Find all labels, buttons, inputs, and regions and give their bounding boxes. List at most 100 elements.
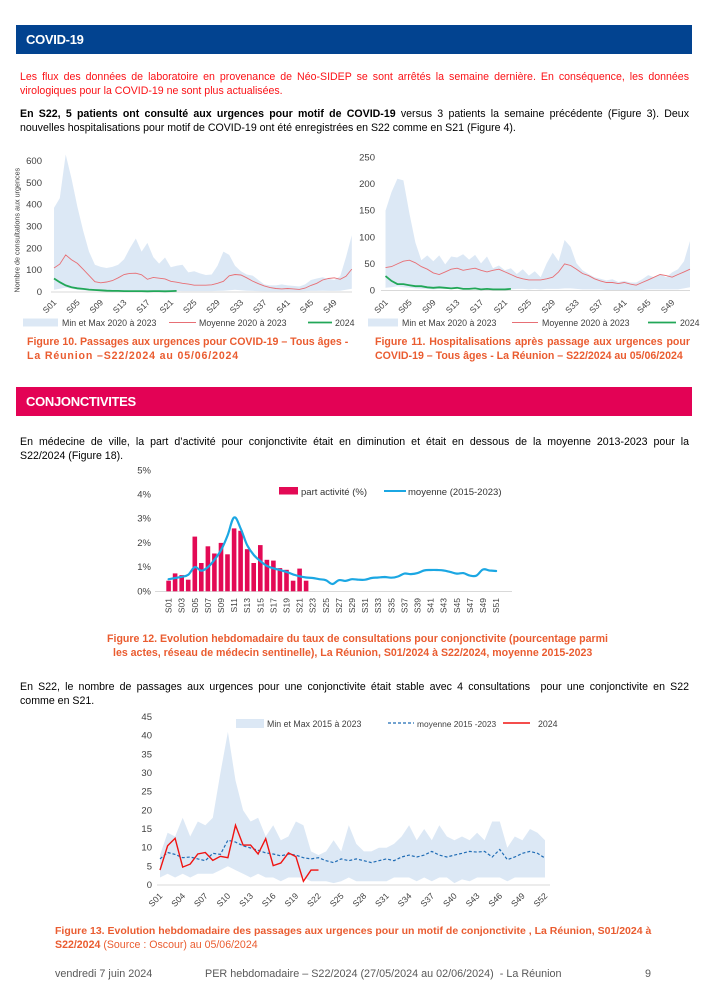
svg-text:15: 15 xyxy=(141,824,152,835)
svg-text:150: 150 xyxy=(359,206,375,217)
svg-text:Min et Max 2020 à 2023: Min et Max 2020 à 2023 xyxy=(402,318,496,328)
svg-text:S11: S11 xyxy=(229,598,239,613)
svg-text:S13: S13 xyxy=(444,297,462,315)
svg-text:S13: S13 xyxy=(242,598,252,613)
svg-text:S15: S15 xyxy=(255,598,265,613)
svg-text:400: 400 xyxy=(26,200,42,211)
svg-text:S13: S13 xyxy=(237,891,255,909)
svg-text:S37: S37 xyxy=(399,598,409,613)
svg-text:S45: S45 xyxy=(452,598,462,613)
svg-text:S47: S47 xyxy=(465,598,475,613)
svg-text:0: 0 xyxy=(370,286,375,297)
svg-text:part activité (%): part activité (%) xyxy=(301,487,367,498)
svg-text:S16: S16 xyxy=(260,891,278,909)
svg-text:10: 10 xyxy=(141,843,152,854)
svg-text:S25: S25 xyxy=(181,297,199,315)
svg-text:S27: S27 xyxy=(334,598,344,613)
svg-text:S17: S17 xyxy=(134,297,152,315)
svg-text:30: 30 xyxy=(141,768,152,779)
svg-text:S40: S40 xyxy=(441,891,459,909)
svg-text:2%: 2% xyxy=(137,538,151,549)
svg-text:S29: S29 xyxy=(204,297,222,315)
svg-text:S19: S19 xyxy=(282,891,300,909)
svg-text:S09: S09 xyxy=(87,297,105,315)
svg-text:S45: S45 xyxy=(298,297,316,315)
svg-text:S21: S21 xyxy=(492,297,510,315)
svg-text:S52: S52 xyxy=(532,891,550,909)
svg-text:S49: S49 xyxy=(478,598,488,613)
svg-text:2024: 2024 xyxy=(680,318,700,328)
svg-text:Min et Max 2020 à 2023: Min et Max 2020 à 2023 xyxy=(62,318,156,328)
svg-text:S25: S25 xyxy=(515,297,533,315)
svg-text:S37: S37 xyxy=(418,891,436,909)
svg-text:S29: S29 xyxy=(539,297,557,315)
svg-text:S21: S21 xyxy=(295,598,305,613)
svg-text:S21: S21 xyxy=(157,297,175,315)
svg-text:S05: S05 xyxy=(190,598,200,613)
svg-text:S22: S22 xyxy=(305,891,323,909)
svg-text:Min et Max 2015 à 2023: Min et Max 2015 à 2023 xyxy=(267,719,361,729)
svg-text:S03: S03 xyxy=(177,598,187,613)
svg-text:50: 50 xyxy=(364,259,375,270)
svg-text:600: 600 xyxy=(26,156,42,167)
svg-text:S09: S09 xyxy=(420,297,438,315)
svg-text:45: 45 xyxy=(141,712,152,723)
svg-text:5%: 5% xyxy=(137,465,151,476)
svg-text:S17: S17 xyxy=(468,297,486,315)
svg-text:S33: S33 xyxy=(228,297,246,315)
svg-text:4%: 4% xyxy=(137,490,151,501)
svg-text:2024: 2024 xyxy=(335,318,355,328)
svg-text:S49: S49 xyxy=(509,891,527,909)
svg-text:S10: S10 xyxy=(214,891,232,909)
svg-text:S35: S35 xyxy=(386,598,396,613)
svg-text:S29: S29 xyxy=(347,598,357,613)
svg-text:0%: 0% xyxy=(137,586,151,597)
svg-text:200: 200 xyxy=(26,243,42,254)
svg-text:moyenne 2015 -2023: moyenne 2015 -2023 xyxy=(417,719,496,729)
svg-text:S45: S45 xyxy=(635,297,653,315)
svg-text:S37: S37 xyxy=(587,297,605,315)
svg-text:S17: S17 xyxy=(268,598,278,613)
svg-text:S25: S25 xyxy=(328,891,346,909)
svg-text:S51: S51 xyxy=(491,598,501,613)
svg-text:S43: S43 xyxy=(464,891,482,909)
svg-text:S07: S07 xyxy=(203,598,213,613)
svg-text:0: 0 xyxy=(147,880,152,891)
svg-text:100: 100 xyxy=(26,265,42,276)
svg-text:Moyenne 2020 à 2023: Moyenne 2020 à 2023 xyxy=(542,318,630,328)
svg-text:S34: S34 xyxy=(396,891,414,909)
svg-text:S19: S19 xyxy=(282,598,292,613)
svg-text:S49: S49 xyxy=(321,297,339,315)
svg-text:300: 300 xyxy=(26,222,42,233)
svg-text:S05: S05 xyxy=(64,297,82,315)
svg-text:S33: S33 xyxy=(373,598,383,613)
svg-text:2024: 2024 xyxy=(538,719,558,729)
svg-text:S41: S41 xyxy=(611,297,629,315)
svg-text:S31: S31 xyxy=(373,891,391,909)
svg-text:200: 200 xyxy=(359,179,375,190)
svg-text:S31: S31 xyxy=(360,598,370,613)
svg-text:S07: S07 xyxy=(192,891,210,909)
svg-text:250: 250 xyxy=(359,153,375,164)
svg-text:S01: S01 xyxy=(41,297,59,315)
svg-text:S01: S01 xyxy=(164,598,174,613)
svg-text:S09: S09 xyxy=(216,598,226,613)
svg-text:S13: S13 xyxy=(111,297,129,315)
svg-text:S33: S33 xyxy=(563,297,581,315)
svg-text:500: 500 xyxy=(26,178,42,189)
svg-text:25: 25 xyxy=(141,787,152,798)
svg-text:S41: S41 xyxy=(426,598,436,613)
svg-text:S04: S04 xyxy=(169,891,187,909)
svg-text:S49: S49 xyxy=(659,297,677,315)
svg-text:0: 0 xyxy=(37,287,42,298)
svg-text:Nombre de consultations aux ur: Nombre de consultations aux urgences xyxy=(13,167,22,292)
svg-text:S39: S39 xyxy=(413,598,423,613)
svg-text:S01: S01 xyxy=(372,297,390,315)
svg-text:S43: S43 xyxy=(439,598,449,613)
svg-text:S25: S25 xyxy=(321,598,331,613)
svg-text:S46: S46 xyxy=(486,891,504,909)
svg-text:S05: S05 xyxy=(396,297,414,315)
svg-text:3%: 3% xyxy=(137,514,151,525)
svg-text:35: 35 xyxy=(141,749,152,760)
svg-text:S23: S23 xyxy=(308,598,318,613)
